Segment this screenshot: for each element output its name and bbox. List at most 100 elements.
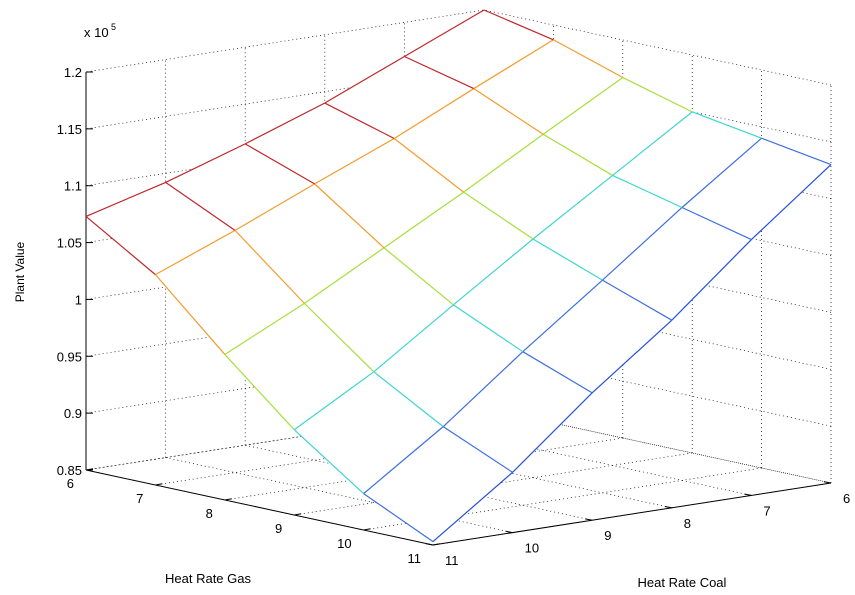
surface-line xyxy=(165,181,236,231)
y-axis-label: Heat Rate Gas xyxy=(165,571,251,586)
surface-line xyxy=(293,429,365,495)
surface-patch xyxy=(304,247,454,372)
surface-patch xyxy=(245,103,395,184)
surface-patch xyxy=(363,426,513,542)
surface-line xyxy=(473,88,544,135)
y-tick-label: 6 xyxy=(67,476,74,491)
axes xyxy=(85,71,832,546)
surface-line xyxy=(303,302,375,373)
surface-line xyxy=(314,183,385,249)
surface-line xyxy=(363,137,762,495)
surface-patch xyxy=(373,304,523,427)
z-tick-label: 0.85 xyxy=(57,463,82,478)
surface-line xyxy=(612,174,683,209)
surface-line xyxy=(532,238,603,281)
surface-line xyxy=(522,351,593,394)
surface-patch xyxy=(384,192,533,305)
x-tick-label: 6 xyxy=(843,491,850,506)
x-tick-mark xyxy=(823,481,832,484)
z-tick-label: 1.15 xyxy=(57,122,82,137)
surface-line xyxy=(681,206,752,241)
z-tick-label: 0.95 xyxy=(57,349,82,364)
z-multiplier-exponent: 5 xyxy=(111,22,116,32)
y-tick-label: 8 xyxy=(206,506,213,521)
surface-line xyxy=(404,55,475,90)
surface-line xyxy=(761,137,832,166)
x-tick-mark xyxy=(664,506,672,509)
x-tick-label: 11 xyxy=(445,553,459,568)
surface-patch xyxy=(453,239,603,352)
surface-patch xyxy=(324,56,474,139)
y-axis-line xyxy=(85,469,434,546)
surface-patch xyxy=(543,77,693,176)
surface-line xyxy=(373,371,444,428)
surface-patch xyxy=(682,138,831,240)
y-tick-mark xyxy=(155,483,163,486)
surface-line xyxy=(453,304,524,353)
surface-line xyxy=(483,9,554,41)
surface-patch xyxy=(394,88,544,193)
z-axis-label: Plant Value xyxy=(13,241,27,302)
y-tick-mark xyxy=(224,498,232,501)
surface-line xyxy=(324,102,395,140)
x-tick-label: 10 xyxy=(525,541,539,556)
surface-patch xyxy=(294,371,444,494)
surface-line xyxy=(234,229,305,304)
z-tick-label: 0.9 xyxy=(64,406,82,421)
surface-line xyxy=(155,39,554,276)
z-tick-label: 1 xyxy=(75,292,82,307)
surface-line xyxy=(542,133,613,176)
x-tick-mark xyxy=(744,493,752,496)
y-tick-label: 10 xyxy=(337,536,351,551)
x-axis-label: Heat Rate Coal xyxy=(638,575,727,590)
surface-line xyxy=(85,215,156,276)
surface-line xyxy=(393,138,464,193)
surface-patch xyxy=(224,303,374,430)
z-tick-label: 1.1 xyxy=(64,179,82,194)
y-tick-mark xyxy=(294,513,302,516)
surface-patch xyxy=(602,207,752,321)
y-tick-mark xyxy=(363,528,371,531)
z-multiplier-base: x 10 xyxy=(84,25,109,40)
surface-patch xyxy=(612,111,762,208)
x-tick-mark xyxy=(505,530,513,534)
surface-line xyxy=(363,493,434,543)
surface-patch xyxy=(314,138,464,248)
surface-patch xyxy=(443,351,593,473)
x-tick-label: 8 xyxy=(684,516,691,531)
surface-line xyxy=(691,111,762,139)
surface-line xyxy=(244,143,315,185)
surface-line xyxy=(602,279,673,321)
y-tick-label: 9 xyxy=(275,521,282,536)
surface-patch xyxy=(165,143,315,231)
surface-line xyxy=(622,76,693,113)
tick-labels: 0.85 0.9 0.95 1 1.05 1.1 1.15 1.2 6 7 8 9 10 11 6 7 8 9 10… xyxy=(57,65,851,568)
surface-patch xyxy=(522,280,672,393)
surface-line xyxy=(463,191,534,240)
surface-patch xyxy=(404,10,554,89)
surface-patch xyxy=(533,175,682,281)
surface-patch xyxy=(86,182,235,275)
x-tick-label: 9 xyxy=(604,528,611,543)
surface-patch xyxy=(155,230,305,355)
surface-line xyxy=(383,247,454,306)
surface-line xyxy=(224,77,624,355)
surface-line xyxy=(293,111,693,431)
surface-line xyxy=(553,39,624,79)
surface-line xyxy=(224,354,295,431)
surface-patch xyxy=(463,134,613,239)
z-tick-label: 1.2 xyxy=(64,65,82,80)
surface-mesh xyxy=(85,9,832,543)
z-tick-label: 1.05 xyxy=(57,236,82,251)
surface-line xyxy=(442,426,513,473)
y-tick-label: 7 xyxy=(136,491,143,506)
x-tick-mark xyxy=(585,518,593,521)
surface-line xyxy=(154,274,226,355)
surface-line xyxy=(432,164,832,543)
y-tick-mark xyxy=(432,543,441,546)
surface-line xyxy=(85,9,485,217)
y-tick-mark xyxy=(85,468,94,471)
surface-patch xyxy=(473,39,623,135)
x-tick-label: 7 xyxy=(763,503,770,518)
